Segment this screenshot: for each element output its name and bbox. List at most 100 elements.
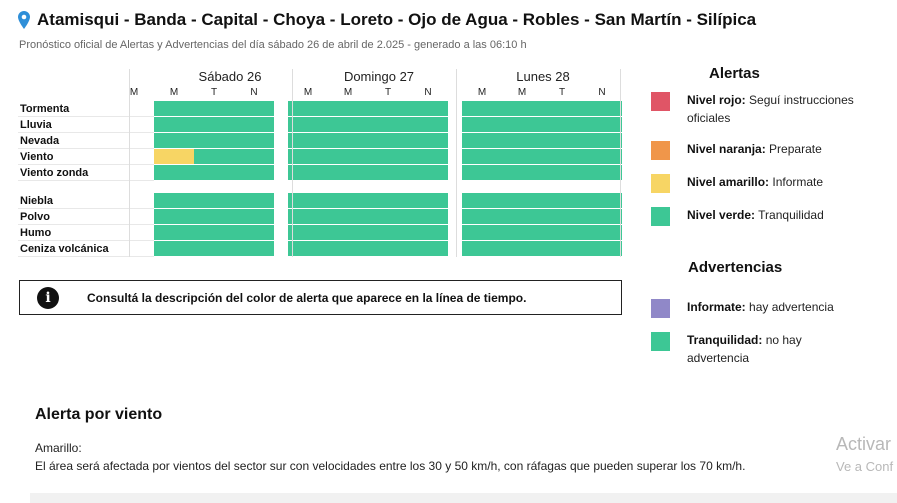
time-slot-label: N [598,87,606,98]
time-slot-label: T [210,87,218,98]
time-slot-label: M [129,87,139,98]
alert-timeline: Sábado 26 Domingo 27 Lunes 28 M M T N M M T N M M… [18,69,622,257]
time-slot-label: M [477,87,487,98]
alert-cell-green [154,193,194,209]
alert-cell-green [194,241,234,257]
alert-cell-green [368,241,408,257]
watermark-line-2: Ve a Conf [836,459,894,474]
hazard-label: Lluvia [18,117,119,133]
legend-level-name: Tranquilidad: [687,333,763,347]
alert-cell-green [582,101,622,117]
alert-cell-green [502,133,542,149]
alert-cell-green [408,241,448,257]
legend-level-desc: Preparate [769,142,822,156]
alert-cell-green [194,133,234,149]
alert-cell-green [582,225,622,241]
hazard-row: Polvo [18,209,622,225]
alert-cell-green [194,149,234,165]
legend-level-name: Informate: [687,300,746,314]
day-separator [620,69,621,257]
hazard-label: Polvo [18,209,119,225]
legend-level-name: Nivel naranja: [687,142,766,156]
alert-cell-green [368,209,408,225]
alert-cell-green [328,241,368,257]
alert-cell-green [328,209,368,225]
alert-cell-green [462,225,502,241]
hazard-row: Humo [18,225,622,241]
alert-cell-green [582,165,622,181]
alert-cell-green [194,101,234,117]
alert-cell-green [368,225,408,241]
legend-swatch [651,207,670,226]
time-slot-label: N [424,87,432,98]
day-separator [129,69,130,257]
alert-cell-green [502,117,542,133]
hazard-label: Niebla [18,193,119,209]
alert-cell-green [502,209,542,225]
hazard-label: Humo [18,225,119,241]
alert-cell-green [582,193,622,209]
time-slot-label: N [250,87,258,98]
alert-cell-green [288,209,328,225]
alert-level: Amarillo: [35,441,82,455]
alert-cell-green [408,209,448,225]
day-title-lunes: Lunes 28 [516,69,570,84]
alert-cell-green [462,209,502,225]
page-header: Atamisqui - Banda - Capital - Choya - Lo… [18,10,756,30]
time-slot-label: T [384,87,392,98]
alert-cell-green [288,101,328,117]
alert-cell-green [234,225,274,241]
location-pin-icon [18,11,30,29]
alert-cell-green [408,117,448,133]
alert-cell-green [408,133,448,149]
activation-watermark: Activar Ve a Conf [836,434,893,474]
hazard-row: Viento [18,149,622,165]
alert-cell-green [368,193,408,209]
alert-cell-green [328,149,368,165]
alert-cell-green [328,101,368,117]
info-box: i Consultá la descripción del color de a… [19,280,622,315]
page-title: Atamisqui - Banda - Capital - Choya - Lo… [37,10,757,29]
alert-cell-green [462,149,502,165]
hazard-label: Viento zonda [18,165,119,181]
legend-level-name: Nivel amarillo: [687,175,770,189]
forecast-subtitle: Pronóstico oficial de Alertas y Adverten… [19,39,527,51]
hazard-row: Lluvia [18,117,622,133]
time-slot-label: T [558,87,566,98]
alert-cell-green [502,165,542,181]
alert-cell-green [542,209,582,225]
legend-level-name: Nivel rojo: [687,93,746,107]
alert-cell-green [542,225,582,241]
alert-detail-title: Alerta por viento [35,406,163,423]
watermark-line-1: Activar [836,434,892,454]
alert-cell-green [542,165,582,181]
alert-cell-green [328,225,368,241]
timeline-body: Tormenta Lluvia Nevada Viento Viento zonda Ni… [18,101,622,257]
alert-cell-green [288,193,328,209]
bottom-bar [30,493,897,503]
alert-cell-green [408,225,448,241]
day-separator [456,69,457,257]
hazard-row: Tormenta [18,101,622,117]
day-title-domingo: Domingo 27 [343,69,415,84]
alert-cell-green [582,117,622,133]
hazard-label: Viento [18,149,119,165]
alert-cell-green [288,117,328,133]
legend-swatch [651,92,670,111]
alert-cell-green [542,241,582,257]
alert-description: El área será afectada por vientos del se… [35,459,746,473]
alert-cell-green [502,225,542,241]
alert-cell-green [328,165,368,181]
legend-level-desc: Tranquilidad [758,208,824,222]
alert-cell-green [462,193,502,209]
legend-item: Nivel naranja: Preparate [651,140,867,160]
legend-level-desc: Seguí instrucciones oficiales [687,93,854,125]
legend-item: Informate: hay advertencia [651,298,867,318]
alert-cell-green [368,133,408,149]
legend-item: Tranquilidad: no hay advertencia [651,331,867,367]
legend-level-desc: Informate [772,175,824,189]
legend-level-desc: no hay advertencia [687,333,802,365]
legend-swatch [651,141,670,160]
alert-cell-green [154,133,194,149]
alert-cell-green [368,165,408,181]
